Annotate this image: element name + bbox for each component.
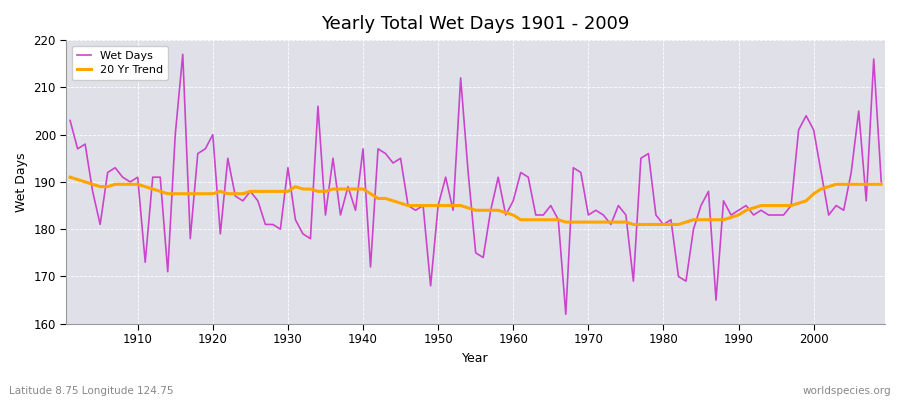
Wet Days	[876, 180, 886, 184]
Line: 20 Yr Trend: 20 Yr Trend	[70, 177, 881, 224]
Title: Yearly Total Wet Days 1901 - 2009: Yearly Total Wet Days 1901 - 2009	[321, 15, 630, 33]
20 Yr Trend	[500, 210, 511, 215]
20 Yr Trend	[125, 182, 136, 187]
20 Yr Trend	[290, 184, 301, 189]
Wet Days	[613, 203, 624, 208]
X-axis label: Year: Year	[463, 352, 489, 365]
Legend: Wet Days, 20 Yr Trend: Wet Days, 20 Yr Trend	[72, 46, 168, 80]
20 Yr Trend	[876, 182, 886, 187]
Line: Wet Days: Wet Days	[70, 54, 881, 314]
20 Yr Trend	[65, 175, 76, 180]
Wet Days	[65, 118, 76, 123]
Wet Days	[561, 312, 572, 317]
Text: Latitude 8.75 Longitude 124.75: Latitude 8.75 Longitude 124.75	[9, 386, 174, 396]
Wet Days	[177, 52, 188, 57]
20 Yr Trend	[508, 213, 518, 218]
Wet Days	[508, 198, 518, 203]
Text: worldspecies.org: worldspecies.org	[803, 386, 891, 396]
Wet Days	[516, 170, 526, 175]
20 Yr Trend	[598, 220, 608, 224]
20 Yr Trend	[628, 222, 639, 227]
Wet Days	[298, 232, 309, 236]
Wet Days	[343, 184, 354, 189]
20 Yr Trend	[335, 187, 346, 192]
Y-axis label: Wet Days: Wet Days	[15, 152, 28, 212]
Wet Days	[125, 180, 136, 184]
